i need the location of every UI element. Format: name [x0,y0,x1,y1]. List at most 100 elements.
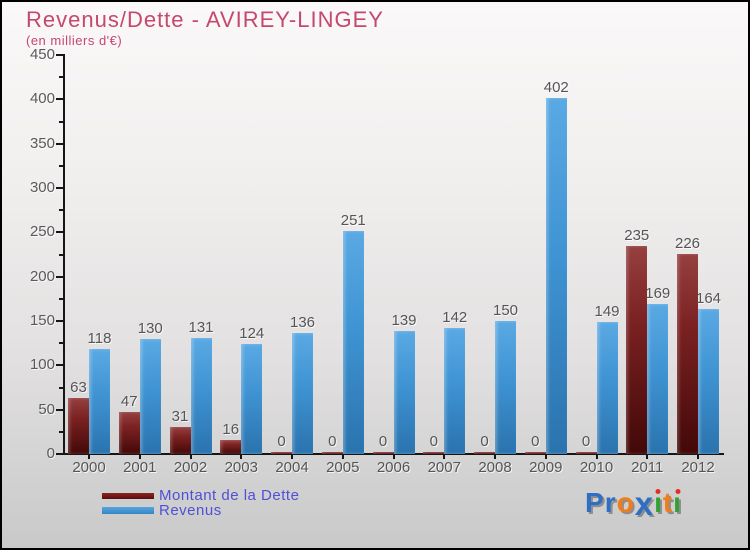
value-label-dette-2003: 16 [222,421,240,438]
value-label-dette-2008: 0 [480,433,489,450]
x-axis-category-label: 2002 [173,459,208,476]
value-label-revenus-2006: 139 [391,312,417,329]
legend: Montant de la Dette Revenus [102,487,300,519]
y-axis-major-tick [56,98,63,101]
value-label-dette-2005: 0 [328,433,337,450]
bar-dette-2011 [626,246,648,454]
bar-dette-2001 [118,412,140,454]
bar-revenus-2010 [596,322,618,454]
bar-dette-2010 [575,452,597,454]
bar-dette-2007 [423,452,445,454]
proxiti-logo: Proxı tı [585,485,682,522]
bar-revenus-2008 [495,321,516,454]
value-label-revenus-2008: 150 [492,302,519,319]
x-axis-category-label: 2004 [275,459,309,476]
logo-letter-r: r [604,487,617,518]
y-axis-major-tick [56,320,63,322]
y-axis-minor-tick [59,164,63,167]
bar-revenus-2006 [393,331,415,454]
bar-dette-2008 [474,452,495,454]
bar-revenus-2004 [292,333,313,454]
value-label-dette-2011: 235 [624,227,650,244]
y-axis-tick-label: 300 [29,179,55,196]
bar-dette-2000 [68,398,89,454]
y-axis-tick-label: 450 [29,46,55,63]
bar-revenus-2007 [444,328,466,454]
x-axis-tick [88,454,90,459]
value-label-revenus-2012: 164 [695,290,722,307]
y-axis-major-tick [56,142,63,145]
x-axis-tick [341,454,344,459]
value-label-revenus-2001: 130 [137,320,163,337]
y-axis-major-tick [56,408,63,411]
value-label-dette-2004: 0 [277,433,286,450]
y-axis-line [63,54,65,455]
y-axis-major-tick [56,364,63,367]
logo-letter-i: ı [673,487,682,518]
value-label-dette-2001: 47 [120,393,138,410]
x-axis-tick [392,454,395,459]
y-axis-major-tick [56,187,63,189]
value-label-revenus-2007: 142 [442,309,468,326]
y-axis-major-tick [56,54,63,56]
value-label-revenus-2002: 131 [188,319,214,336]
legend-row-dette: Montant de la Dette [102,487,300,504]
x-axis-tick [697,454,699,459]
x-axis-category-label: 2003 [224,459,258,476]
legend-label-dette: Montant de la Dette [159,487,300,504]
x-axis-tick [595,454,598,459]
logo-i-dot [655,489,661,494]
y-axis-minor-tick [59,76,63,79]
y-axis-minor-tick [59,120,63,123]
x-axis-tick [646,454,649,459]
bar-revenus-2011 [647,304,669,454]
bar-dette-2005 [321,452,343,454]
value-label-revenus-2011: 169 [645,285,671,302]
x-axis-category-label: 2001 [123,459,157,476]
value-label-revenus-2000: 118 [87,330,112,347]
x-axis-category-label: 2007 [427,459,461,476]
x-axis-category-label: 2008 [478,459,512,476]
bar-revenus-2012 [698,309,719,454]
bar-revenus-2005 [342,231,364,454]
logo-letter-i: ı [654,487,663,518]
value-label-dette-2000: 63 [70,379,87,396]
logo-letter-t: t [662,487,674,518]
value-label-revenus-2004: 136 [289,314,316,331]
y-axis-minor-tick [59,342,63,345]
x-axis-category-label: 2009 [529,459,563,476]
y-axis-minor-tick [59,253,63,256]
value-label-dette-2009: 0 [531,433,540,450]
bar-dette-2004 [271,452,292,454]
y-axis-tick-label: 150 [29,312,55,329]
y-axis-minor-tick [59,297,63,300]
y-axis-major-tick [56,275,63,278]
x-axis-category-label: 2000 [72,459,106,476]
value-label-revenus-2010: 149 [594,303,620,320]
value-label-dette-2007: 0 [429,433,438,450]
chart-title: Revenus/Dette - AVIREY-LINGEY [26,7,384,32]
value-label-dette-2002: 31 [171,408,189,425]
y-axis-tick-label: 50 [38,400,55,418]
y-axis-major-tick [56,453,63,455]
y-axis-tick-label: 200 [29,267,55,285]
x-axis-category-label: 2012 [681,459,715,476]
value-label-dette-2006: 0 [378,433,388,450]
x-axis-tick [544,454,547,459]
y-axis-minor-tick [59,209,63,212]
y-axis-tick-label: 250 [29,223,55,241]
x-axis-tick [443,454,446,459]
y-axis-tick-label: 400 [29,90,55,108]
value-label-dette-2012: 226 [674,235,701,252]
chart-subtitle: (en milliers d'€) [26,33,123,48]
bar-revenus-2000 [89,349,110,454]
logo-letter-P: P [585,487,605,518]
x-axis-tick [138,454,141,459]
x-axis-tick [291,454,293,459]
bar-dette-2006 [372,452,394,454]
x-axis-category-label: 2005 [326,459,360,476]
x-axis-tick [240,454,243,459]
legend-row-revenus: Revenus [102,502,299,519]
